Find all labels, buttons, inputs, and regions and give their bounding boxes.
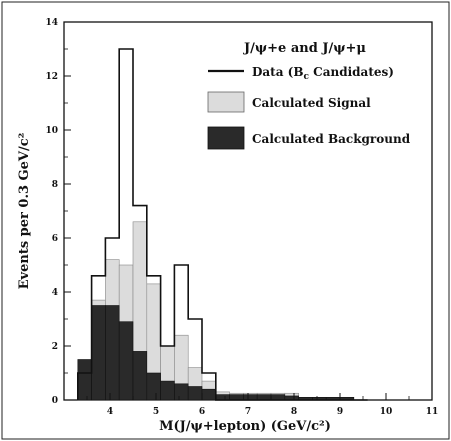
legend-signal-swatch <box>207 91 245 113</box>
y-axis-title: Events per 0.3 GeV/c² <box>17 133 32 290</box>
x-tick-label: 6 <box>199 407 205 417</box>
background-bar <box>77 359 92 401</box>
y-tick-label: 14 <box>45 18 58 28</box>
y-tick-label: 12 <box>45 72 58 82</box>
legend: Data (Bc Candidates) Calculated Signal C… <box>207 65 411 150</box>
x-tick-label: 7 <box>245 407 251 417</box>
histogram-bars <box>77 48 368 401</box>
x-tick-label: 9 <box>337 407 343 417</box>
background-bar <box>201 388 217 401</box>
legend-background-swatch <box>207 126 245 150</box>
background-bar <box>160 380 175 401</box>
background-bar <box>187 386 203 401</box>
background-bar <box>91 305 106 401</box>
background-bar <box>215 394 230 401</box>
legend-data-label: Data (Bc Candidates) <box>252 65 394 82</box>
x-axis-title: M(J/ψ+lepton) (GeV/c²) <box>159 419 331 434</box>
background-bar <box>256 394 272 401</box>
background-bar <box>118 321 134 401</box>
x-tick-label: 11 <box>426 407 439 417</box>
x-tick-label: 4 <box>107 407 113 417</box>
y-tick-label: 8 <box>52 180 58 190</box>
chart-title: J/ψ+e and J/ψ+μ <box>243 41 366 56</box>
x-tick-label: 10 <box>380 407 393 417</box>
y-tick-label: 10 <box>45 126 58 136</box>
background-bar <box>229 394 244 401</box>
axes: 0 2 4 6 8 10 12 14 4 5 6 7 8 9 10 11 <box>45 18 438 417</box>
background-bar <box>174 383 189 401</box>
y-tick-label: 2 <box>52 342 58 352</box>
legend-background-label: Calculated Background <box>252 132 411 146</box>
background-bar <box>146 372 161 401</box>
y-tick-label: 0 <box>52 396 58 406</box>
x-tick-label: 8 <box>291 407 297 417</box>
y-tick-label: 4 <box>52 288 58 298</box>
background-bar <box>132 351 148 401</box>
legend-signal-label: Calculated Signal <box>252 96 371 110</box>
x-tick-label: 5 <box>153 407 159 417</box>
background-bar <box>270 394 286 401</box>
y-tick-label: 6 <box>52 234 58 244</box>
background-bar <box>105 305 120 401</box>
background-bar <box>243 394 258 401</box>
